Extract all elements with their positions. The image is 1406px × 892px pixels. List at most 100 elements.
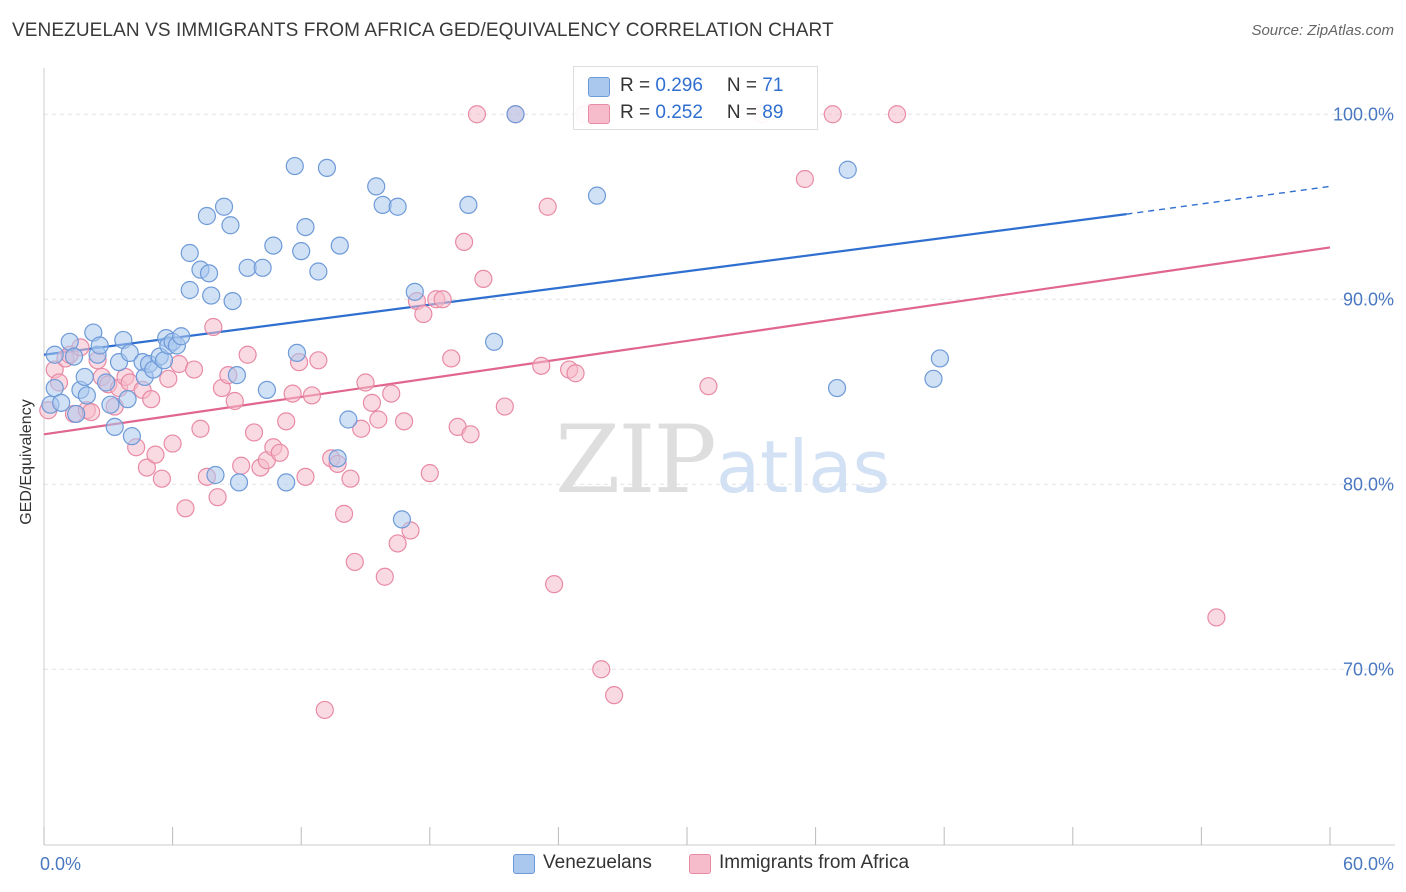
legend-n-label: N = — [726, 75, 763, 96]
axes — [43, 68, 1395, 846]
series-swatch-blue — [513, 854, 535, 874]
y-tick-label: 100.0% — [1333, 104, 1394, 124]
venezuelan-point — [506, 105, 525, 124]
africa-point — [356, 373, 375, 392]
africa-point — [699, 377, 718, 396]
venezuelan-point — [202, 286, 221, 305]
africa-point — [454, 232, 474, 251]
africa-point — [277, 412, 296, 431]
africa-point — [176, 499, 195, 518]
africa-point — [296, 467, 315, 486]
legend-r-label: R = — [620, 102, 656, 123]
venezuelan-point — [214, 197, 234, 216]
africa-point — [566, 364, 585, 383]
africa-point — [184, 360, 204, 379]
venezuelan-point — [924, 369, 943, 388]
africa-point — [137, 458, 156, 477]
africa-point — [433, 290, 452, 309]
y-tick-label: 70.0% — [1343, 659, 1394, 679]
venezuelan-point — [339, 410, 358, 429]
series-label: Venezuelans — [543, 852, 652, 873]
venezuelan-point — [587, 186, 607, 205]
watermark-zip: ZIP — [555, 406, 715, 515]
venezuelan-point — [199, 264, 219, 283]
venezuelan-point — [930, 349, 950, 368]
africa-point — [244, 423, 264, 442]
data-points — [39, 105, 1226, 720]
africa-trend-line — [43, 246, 1331, 436]
venezuelan-point — [101, 395, 120, 414]
venezuelan-point — [373, 195, 392, 214]
africa-point — [334, 504, 354, 523]
africa-point — [238, 345, 257, 364]
africa-point — [146, 445, 165, 464]
legend-n-value: 89 — [762, 102, 784, 123]
africa-point — [159, 369, 178, 388]
trend-lines — [43, 185, 1331, 436]
series-label: Immigrants from Africa — [719, 852, 910, 873]
venezuelan-point — [229, 473, 249, 492]
africa-point — [495, 397, 514, 416]
venezuelan-point — [45, 345, 64, 364]
series-swatch-pink — [689, 854, 711, 874]
venezuelan-point — [838, 160, 857, 179]
africa-point — [592, 660, 611, 679]
legend-swatch-blue — [588, 77, 610, 97]
venezuelan-point — [253, 258, 272, 277]
venezuelan-point — [52, 393, 71, 412]
legend-swatch-pink — [588, 104, 610, 124]
legend-r-value: 0.252 — [655, 102, 703, 123]
africa-point — [309, 351, 328, 370]
venezuelan-point — [223, 292, 242, 311]
venezuelan-point — [296, 218, 315, 237]
correlation-legend: R = 0.296 N = 71 R = 0.252 N = 89 — [573, 66, 818, 130]
venezuelan-point — [317, 158, 337, 177]
x-tick-label: 0.0% — [40, 854, 81, 874]
africa-point — [362, 393, 382, 412]
africa-point — [545, 575, 564, 594]
africa-point — [204, 317, 223, 337]
venezuelan-point — [97, 373, 116, 392]
venezuelan-point — [180, 243, 199, 263]
venezuelan-point — [221, 216, 240, 235]
africa-point — [823, 105, 842, 124]
watermark-atlas: atlas — [716, 425, 890, 509]
africa-point — [382, 384, 401, 403]
legend-text: R = 0.252 N = 89 — [620, 102, 783, 124]
x-tick-labels: 0.0% 60.0% — [40, 854, 1394, 874]
source-label: Source: ZipAtlas.com — [1251, 22, 1394, 39]
venezuelan-point — [309, 262, 328, 281]
africa-point — [270, 443, 289, 462]
venezuelan-point — [227, 366, 246, 385]
africa-point — [605, 686, 624, 705]
africa-point — [82, 403, 101, 422]
africa-point — [142, 390, 161, 409]
legend-r-value: 0.296 — [655, 75, 703, 96]
venezuelan-point — [459, 195, 478, 214]
venezuelan-trend-line — [43, 213, 1127, 356]
venezuelan-point — [105, 417, 124, 436]
venezuelan-point — [118, 390, 137, 409]
africa-point — [795, 169, 814, 189]
africa-point — [302, 386, 322, 405]
venezuelan-point — [388, 197, 407, 216]
africa-point — [442, 349, 461, 368]
africa-point — [420, 464, 439, 483]
venezuelan-point — [64, 347, 84, 366]
africa-point — [369, 410, 388, 429]
africa-point — [1207, 608, 1226, 627]
y-tick-labels: 70.0% 80.0% 90.0% 100.0% — [1333, 104, 1394, 679]
africa-point — [341, 469, 360, 488]
africa-point — [283, 384, 302, 403]
venezuelan-point — [77, 386, 96, 405]
venezuelan-point — [330, 236, 349, 255]
watermark: ZIP atlas — [555, 406, 890, 515]
venezuelan-point — [122, 427, 141, 446]
venezuelan-point — [120, 343, 139, 362]
y-tick-label: 90.0% — [1343, 289, 1394, 309]
africa-point — [191, 419, 210, 438]
chart-title: VENEZUELAN VS IMMIGRANTS FROM AFRICA GED… — [12, 20, 834, 41]
series-legend: Venezuelans Immigrants from Africa — [0, 852, 1406, 878]
africa-point — [375, 567, 394, 586]
